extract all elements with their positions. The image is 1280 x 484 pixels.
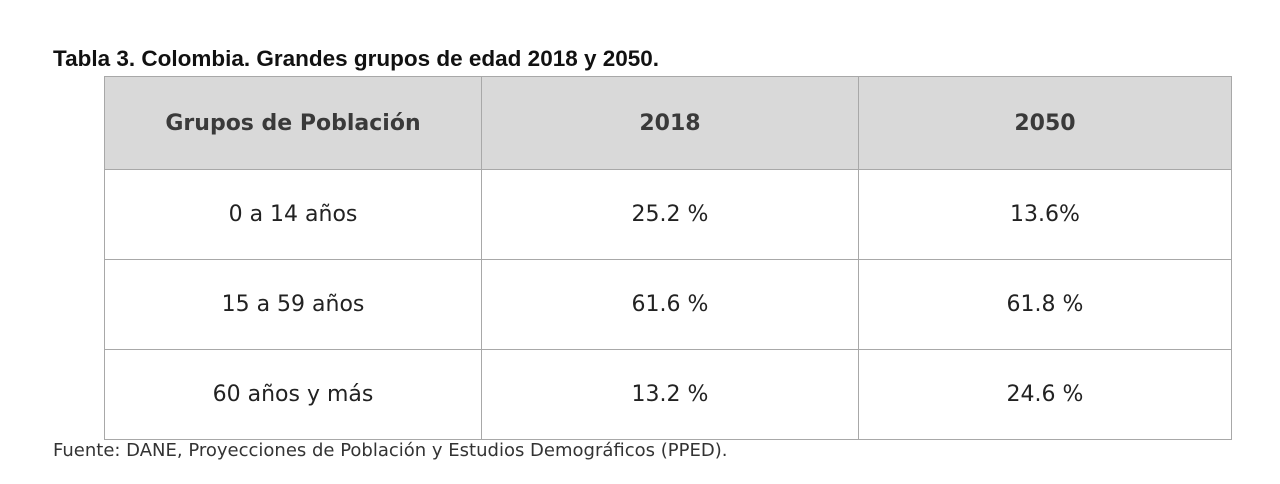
table-row: 15 a 59 años 61.6 % 61.8 % xyxy=(104,259,1232,350)
age-groups-table: Grupos de Población 2018 2050 0 a 14 año… xyxy=(104,76,1232,440)
header-groups: Grupos de Población xyxy=(104,76,482,170)
table-row: 0 a 14 años 25.2 % 13.6% xyxy=(104,169,1232,260)
cell-2018: 25.2 % xyxy=(481,169,859,260)
cell-2050: 61.8 % xyxy=(858,259,1232,350)
header-2018: 2018 xyxy=(481,76,859,170)
header-2050: 2050 xyxy=(858,76,1232,170)
cell-2018: 13.2 % xyxy=(481,349,859,440)
table-row: 60 años y más 13.2 % 24.6 % xyxy=(104,349,1232,440)
cell-group: 0 a 14 años xyxy=(104,169,482,260)
cell-2018: 61.6 % xyxy=(481,259,859,350)
table-header-row: Grupos de Población 2018 2050 xyxy=(104,76,1232,170)
cell-2050: 24.6 % xyxy=(858,349,1232,440)
cell-group: 60 años y más xyxy=(104,349,482,440)
cell-2050: 13.6% xyxy=(858,169,1232,260)
source-note: Fuente: DANE, Proyecciones de Población … xyxy=(53,440,728,461)
table-title: Tabla 3. Colombia. Grandes grupos de eda… xyxy=(53,46,660,71)
cell-group: 15 a 59 años xyxy=(104,259,482,350)
